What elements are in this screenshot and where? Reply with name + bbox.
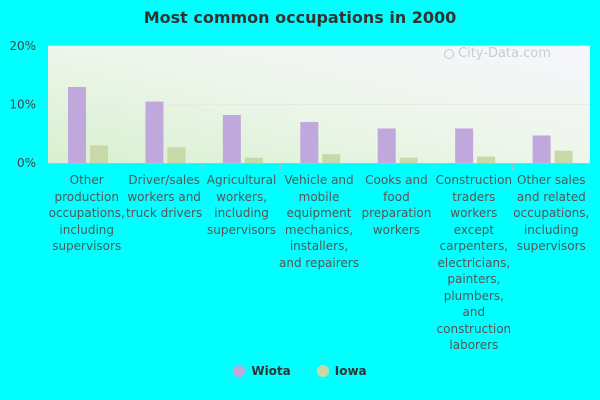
- bar-wiota: [68, 86, 86, 163]
- bar-wiota: [145, 101, 164, 163]
- y-axis-ticks: 20% 10% 0%: [9, 39, 36, 170]
- bar-iowa: [167, 147, 186, 163]
- x-tick-label: Construction traders workers except carp…: [435, 173, 513, 352]
- bar-wiota: [455, 128, 474, 163]
- gridlines: [48, 45, 590, 105]
- bar-iowa: [554, 150, 573, 163]
- bar-wiota: [377, 128, 396, 163]
- y-tick-label: 0%: [17, 156, 36, 170]
- bar-iowa: [322, 154, 341, 163]
- legend: Wiota Iowa: [0, 364, 600, 378]
- x-tick-label: Other production occupations, including …: [48, 173, 125, 253]
- y-tick-label: 20%: [9, 39, 36, 53]
- chart-title: Most common occupations in 2000: [143, 8, 457, 27]
- x-tick-label: Vehicle and mobile equipment mechanics, …: [279, 173, 359, 270]
- bar-wiota: [532, 135, 551, 163]
- x-tick-label: Cooks and food preparation workers: [361, 173, 432, 237]
- bar-iowa: [244, 157, 263, 163]
- legend-swatch-iowa: [316, 365, 329, 377]
- x-tick-label: Other sales and related occupations, inc…: [513, 173, 590, 253]
- legend-label-iowa: Iowa: [334, 364, 367, 378]
- legend-item-wiota: Wiota: [233, 364, 291, 378]
- x-tick-label: Driver/sales workers and truck drivers: [126, 173, 203, 220]
- legend-item-iowa: Iowa: [316, 364, 367, 378]
- magnifier-icon: [444, 48, 454, 59]
- x-tick-label: Agricultural workers, including supervis…: [206, 173, 277, 237]
- bar-iowa: [399, 157, 418, 163]
- bar-wiota: [222, 115, 241, 163]
- bar-iowa: [477, 156, 496, 163]
- legend-label-wiota: Wiota: [251, 364, 291, 378]
- watermark: City-Data.com: [444, 46, 551, 61]
- y-tick-label: 10%: [9, 98, 36, 112]
- watermark-text: City-Data.com: [458, 46, 551, 61]
- legend-swatch-wiota: [233, 365, 246, 377]
- bars: [68, 86, 573, 169]
- bar-iowa: [90, 145, 108, 163]
- bar-wiota: [300, 122, 319, 163]
